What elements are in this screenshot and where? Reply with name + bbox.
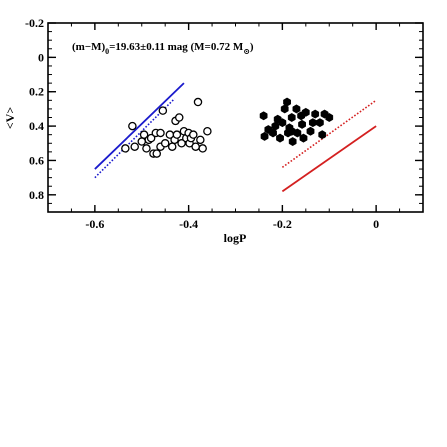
- x-axis-title: logP: [224, 231, 247, 245]
- y-tick-label: 0.2: [29, 85, 44, 99]
- ticks-layer: -0.6 -0.4 -0.2 0 -0.2 0 0.2 0.4 0.6 0.8: [25, 16, 424, 231]
- open-circle-point: [142, 144, 151, 153]
- y-tick-label: 0.4: [29, 119, 44, 133]
- open-circle-point: [167, 142, 177, 151]
- open-circle-point: [196, 135, 205, 145]
- open-circle-point: [158, 106, 168, 115]
- filled-hexagon-point: [278, 118, 287, 128]
- open-circle-point: [121, 144, 130, 153]
- filled-hexagon-point: [298, 119, 306, 129]
- filled-hexagon-point: [306, 126, 315, 136]
- filled-hexagon-point: [299, 133, 308, 143]
- filled-hexagon-point: [259, 111, 268, 121]
- filled-hexagon-point: [315, 118, 324, 128]
- filled-hexagon-point: [318, 130, 327, 140]
- open-circle-point: [152, 149, 161, 158]
- x-tick-label: -0.2: [273, 217, 292, 231]
- open-circle-point: [137, 137, 146, 146]
- dotted-pl-line: [281, 99, 377, 168]
- open-circle-point: [139, 130, 149, 139]
- x-tick-label: -0.6: [85, 217, 104, 231]
- open-circle-point: [189, 130, 198, 139]
- filled-hexagon-point: [269, 128, 277, 138]
- filled-hexagon-point: [287, 126, 296, 136]
- solid-pl-line: [281, 125, 377, 193]
- open-circle-point: [146, 133, 156, 143]
- x-tick-label: -0.4: [179, 217, 198, 231]
- y-tick-label: 0.8: [29, 188, 44, 202]
- open-circle-point: [128, 121, 137, 131]
- open-circle-point: [160, 139, 170, 148]
- filled-hexagon-point: [311, 109, 320, 119]
- open-circle-point: [177, 139, 186, 148]
- open-circle-point: [172, 130, 182, 139]
- filled-hexagon-point: [260, 131, 269, 141]
- points-layer: [121, 97, 334, 158]
- filled-hexagon-point: [325, 113, 334, 122]
- open-circle-point: [156, 128, 165, 138]
- open-circle-point: [193, 97, 203, 107]
- filled-hexagon-point: [301, 107, 310, 117]
- filled-hexagon-point: [287, 113, 296, 122]
- annotation: (m−M)0=19.63±0.11 mag (M=0.72 M⊙): [72, 41, 254, 56]
- x-tick-label: 0: [373, 217, 379, 231]
- filled-hexagon-point: [283, 97, 291, 107]
- filled-hexagon-point: [288, 137, 297, 147]
- filled-hexagon-point: [292, 104, 301, 114]
- filled-hexagon-point: [280, 104, 289, 114]
- open-circle-point: [174, 113, 184, 122]
- open-circle-point: [191, 142, 200, 151]
- y-tick-label: 0: [38, 50, 44, 64]
- open-circle-point: [198, 144, 207, 153]
- solid-pl-line: [94, 82, 185, 170]
- y-axis-title: <V>: [3, 107, 17, 130]
- y-tick-label: 0.6: [29, 153, 44, 167]
- open-circle-point: [203, 126, 212, 136]
- filled-hexagon-point: [308, 118, 317, 128]
- open-circle-point: [130, 142, 139, 151]
- filled-hexagon-point: [276, 133, 284, 143]
- y-tick-label: -0.2: [25, 16, 44, 30]
- lines-layer: [94, 82, 377, 193]
